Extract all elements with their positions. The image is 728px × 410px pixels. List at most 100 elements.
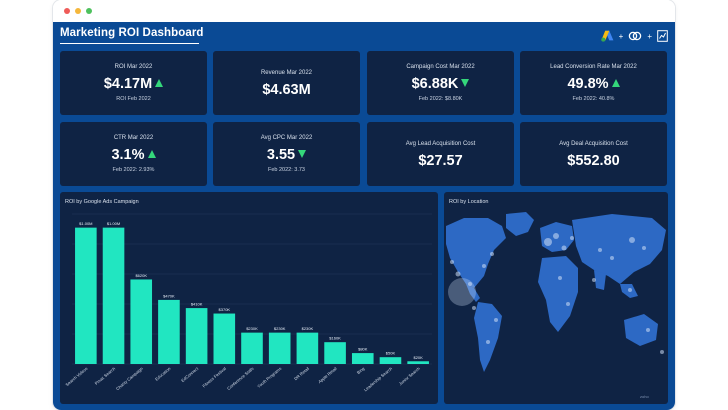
kpi-card-ctr[interactable]: CTR Mar 2022 3.1% Feb 2022: 2.93% bbox=[60, 122, 207, 186]
map-region-south-america bbox=[474, 302, 502, 372]
roi-bubble bbox=[629, 237, 635, 243]
kpi-card-revenue[interactable]: Revenue Mar 2022 $4.63M bbox=[213, 51, 360, 115]
roi-bubble bbox=[553, 233, 559, 239]
x-tick-label: Leadership Search bbox=[363, 366, 394, 393]
trend-up-icon bbox=[147, 150, 156, 158]
map-region-asia bbox=[572, 214, 666, 284]
map-credit: zoho bbox=[640, 394, 649, 399]
bar-chart: $1.00M Search Videos $1.00M Pmax Search $620… bbox=[64, 213, 432, 393]
bar-data-label: $620K bbox=[135, 273, 147, 278]
dashboard: Marketing ROI Dashboard + + ROI Mar 2022… bbox=[53, 22, 675, 410]
roi-bubble bbox=[482, 264, 486, 268]
kpi-label: Revenue Mar 2022 bbox=[260, 70, 313, 76]
bar-data-label: $50K bbox=[386, 351, 396, 356]
roi-bubble bbox=[660, 350, 664, 354]
google-ads-icon[interactable] bbox=[600, 30, 614, 42]
roi-bubble bbox=[472, 306, 476, 310]
x-tick-label: EdConnect bbox=[180, 365, 200, 383]
bar[interactable] bbox=[185, 308, 208, 364]
kpi-value: $27.57 bbox=[418, 153, 463, 169]
bar[interactable] bbox=[379, 357, 402, 364]
bar-data-label: $230K bbox=[302, 326, 314, 331]
world-map[interactable]: zoho bbox=[444, 192, 668, 404]
bar[interactable] bbox=[351, 353, 374, 364]
roi-bubble bbox=[646, 328, 650, 332]
title-underline bbox=[60, 43, 199, 44]
kpi-value: $4.17M bbox=[60, 76, 207, 92]
roi-bubble bbox=[448, 278, 476, 306]
kpi-card-avg-cpc[interactable]: Avg CPC Mar 2022 3.55 Feb 2022: 3.73 bbox=[213, 122, 360, 186]
bar[interactable] bbox=[268, 332, 291, 364]
bar-data-label: $1.00M bbox=[107, 221, 120, 226]
x-tick-label: Youth Programs bbox=[256, 366, 282, 389]
kpi-card-campaign-cost[interactable]: Campaign Cost Mar 2022 $6.88K Feb 2022: … bbox=[367, 51, 514, 115]
bar-data-label: $80K bbox=[358, 347, 368, 352]
bar-data-label: $370K bbox=[219, 307, 231, 312]
roi-bubble bbox=[610, 256, 614, 260]
kpi-sub: ROI Feb 2022 bbox=[116, 96, 151, 102]
trend-down-icon bbox=[298, 150, 307, 158]
bar[interactable] bbox=[241, 332, 263, 364]
kpi-label: ROI Mar 2022 bbox=[114, 64, 153, 70]
maximize-window-button[interactable] bbox=[86, 8, 92, 14]
integration-icons: + + bbox=[600, 29, 668, 43]
bar[interactable] bbox=[213, 313, 236, 364]
x-tick-label: Pmax Search bbox=[94, 366, 117, 386]
x-tick-label: Bing bbox=[356, 366, 366, 376]
bar-chart-title: ROI by Google Ads Campaign bbox=[65, 199, 139, 205]
bar[interactable] bbox=[324, 342, 346, 364]
roi-bubble bbox=[628, 288, 632, 292]
bar[interactable] bbox=[296, 332, 319, 364]
roi-bubble bbox=[570, 236, 574, 240]
bar-data-label: $230K bbox=[246, 326, 258, 331]
link-icon[interactable] bbox=[628, 31, 642, 41]
kpi-label: Campaign Cost Mar 2022 bbox=[406, 64, 475, 70]
map-region-central-america bbox=[466, 284, 480, 302]
dashboard-title: Marketing ROI Dashboard bbox=[60, 27, 204, 39]
map-region-australia bbox=[624, 314, 658, 346]
bar-data-label: $230K bbox=[274, 326, 286, 331]
kpi-card-lead-conversion[interactable]: Lead Conversion Rate Mar 2022 49.8% Feb … bbox=[520, 51, 667, 115]
plus-icon: + bbox=[618, 31, 624, 41]
browser-window: Marketing ROI Dashboard + + ROI Mar 2022… bbox=[53, 0, 675, 410]
kpi-label: Lead Conversion Rate Mar 2022 bbox=[550, 64, 637, 70]
map-panel: ROI by Location bbox=[444, 192, 668, 404]
kpi-card-roi[interactable]: ROI Mar 2022 $4.17M ROI Feb 2022 bbox=[60, 51, 207, 115]
roi-bubble bbox=[558, 276, 562, 280]
bar[interactable] bbox=[102, 227, 125, 364]
roi-bubble bbox=[566, 302, 570, 306]
roi-bubble bbox=[490, 252, 494, 256]
map-region-north-america bbox=[446, 218, 506, 288]
bar-data-label: $470K bbox=[163, 293, 175, 298]
kpi-label: Avg Deal Acquisition Cost bbox=[559, 141, 628, 147]
trend-down-icon bbox=[461, 79, 470, 87]
bar-data-label: $20K bbox=[413, 355, 423, 360]
bar-chart-panel: ROI by Google Ads Campaign $1.00M Search … bbox=[60, 192, 438, 404]
roi-bubble bbox=[544, 238, 552, 246]
kpi-card-lead-acquisition[interactable]: Avg Lead Acquisition Cost $27.57 bbox=[367, 122, 514, 186]
plus-icon: + bbox=[647, 31, 652, 41]
kpi-label: Avg Lead Acquisition Cost bbox=[405, 141, 476, 147]
bar[interactable] bbox=[158, 299, 180, 364]
close-window-button[interactable] bbox=[64, 8, 70, 14]
bar[interactable] bbox=[407, 361, 429, 364]
roi-bubble bbox=[455, 271, 461, 277]
report-icon[interactable] bbox=[657, 30, 668, 42]
kpi-sub: Feb 2022: 3.73 bbox=[267, 167, 305, 173]
roi-bubble bbox=[592, 278, 596, 282]
kpi-card-deal-acquisition[interactable]: Avg Deal Acquisition Cost $552.80 bbox=[520, 122, 667, 186]
map-title: ROI by Location bbox=[449, 199, 489, 205]
kpi-sub: Feb 2022: 2.93% bbox=[112, 167, 155, 173]
roi-bubble bbox=[450, 260, 454, 264]
x-tick-label: Conference Stalls bbox=[226, 366, 255, 391]
minimize-window-button[interactable] bbox=[75, 8, 81, 14]
kpi-value: $552.80 bbox=[567, 153, 620, 169]
map-region-india bbox=[594, 270, 606, 290]
bar[interactable] bbox=[75, 227, 97, 364]
roi-bubble bbox=[598, 248, 602, 252]
bar[interactable] bbox=[130, 279, 153, 364]
kpi-sub: Feb 2022: 40.8% bbox=[572, 96, 615, 102]
kpi-value: 3.55 bbox=[213, 147, 360, 163]
roi-bubble bbox=[494, 318, 498, 322]
kpi-value: 3.1% bbox=[60, 147, 207, 163]
